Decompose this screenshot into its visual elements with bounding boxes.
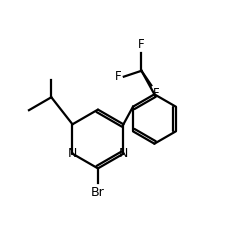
Text: F: F [152, 87, 159, 99]
Text: Br: Br [91, 186, 105, 199]
Text: N: N [119, 147, 128, 160]
Text: N: N [68, 147, 77, 160]
Text: F: F [138, 38, 145, 51]
Text: F: F [115, 70, 122, 83]
